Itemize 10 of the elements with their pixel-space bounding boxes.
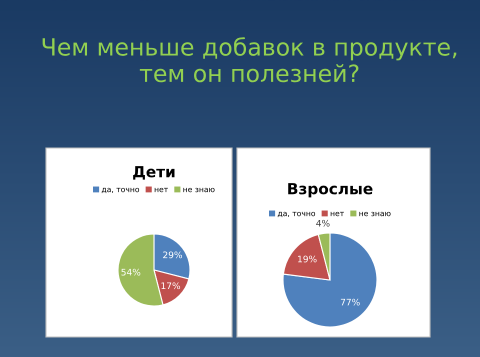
data-label: 29% [163, 251, 182, 258]
data-label: 19% [298, 256, 317, 262]
data-label: 77% [340, 298, 360, 306]
chart-title: Взрослые [288, 183, 372, 198]
data-label: 17% [162, 282, 180, 290]
chart-title: Дети [133, 166, 174, 180]
data-label: 54% [121, 268, 140, 276]
pie-slice [282, 232, 378, 328]
text: Чем меньше добавок в продукте, тем он полезней? [42, 37, 456, 82]
data-label: 4% [316, 220, 330, 227]
